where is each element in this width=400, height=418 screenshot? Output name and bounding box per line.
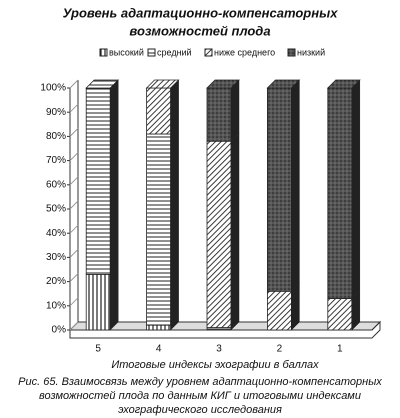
chart-title: возможностей плода xyxy=(129,23,270,38)
legend-label: средний xyxy=(157,47,192,57)
x-axis-label: Итоговые индексы эхографии в баллах xyxy=(111,359,319,371)
x-tick-label: 1 xyxy=(337,344,343,355)
bar-top xyxy=(145,79,180,89)
y-tick-label: 90% xyxy=(46,107,66,118)
bar-top xyxy=(206,79,240,89)
floor-edge xyxy=(69,320,381,339)
grid-line xyxy=(69,224,79,234)
bar-side xyxy=(351,79,361,300)
bar-segment xyxy=(146,87,172,135)
grid-line xyxy=(69,297,79,307)
y-tick-label: 0% xyxy=(52,325,67,336)
bar-segment xyxy=(327,87,353,299)
y-tick-label: 70% xyxy=(46,155,66,166)
grid-line xyxy=(69,273,79,282)
bar-segment xyxy=(327,298,353,331)
legend-swatch xyxy=(204,48,213,57)
y-tick-label: 60% xyxy=(46,179,66,190)
bar-side xyxy=(170,79,179,135)
bar-segment xyxy=(266,87,292,292)
chart-title: Уровень адаптационно-компенсаторных xyxy=(63,5,339,20)
grid-line xyxy=(69,128,79,137)
bar-segment xyxy=(146,133,172,326)
bar-top xyxy=(326,79,361,89)
bar-side xyxy=(109,79,119,275)
bar-side xyxy=(109,265,119,331)
caption: Рис. 65. Взаимосвязь между уровнем адапт… xyxy=(18,376,382,388)
x-tick-label: 2 xyxy=(277,344,283,355)
x-tick-label: 4 xyxy=(156,344,162,355)
bar-side xyxy=(230,132,240,329)
y-tick-label: 40% xyxy=(46,228,66,239)
caption: эхографического исследования xyxy=(118,404,282,416)
legend-label: низкий xyxy=(297,47,325,57)
x-tick-label: 5 xyxy=(95,344,101,355)
y-tick-label: 30% xyxy=(46,252,66,263)
bar-top xyxy=(266,79,301,89)
grid-line xyxy=(69,249,79,258)
bar-segment xyxy=(266,290,292,331)
bar-segment xyxy=(85,273,111,331)
bar-side xyxy=(230,79,240,142)
grid-line xyxy=(69,103,79,113)
x-tick-label: 3 xyxy=(216,344,222,355)
legend-swatch xyxy=(287,48,296,57)
bar-side xyxy=(170,125,179,326)
grid-line xyxy=(69,176,79,186)
bar-segment xyxy=(206,87,232,142)
grid-line xyxy=(69,152,79,161)
bar-side xyxy=(291,79,300,292)
legend-label: ниже среднего xyxy=(214,47,275,57)
y-tick-label: 80% xyxy=(46,131,66,142)
bar-segment xyxy=(206,140,232,328)
y-tick-label: 100% xyxy=(40,83,66,94)
grid-line xyxy=(69,321,79,331)
caption: возможностей плода по данным КИГ и итого… xyxy=(39,390,361,402)
legend-swatch xyxy=(147,48,156,57)
legend-label: высокий xyxy=(109,47,144,57)
bar-segment xyxy=(85,87,111,275)
grid-line xyxy=(69,79,79,89)
y-tick-label: 10% xyxy=(46,300,66,311)
grid-line xyxy=(69,200,79,210)
bar-top xyxy=(85,79,120,89)
legend-swatch xyxy=(99,48,108,57)
y-tick-label: 20% xyxy=(46,276,66,287)
y-tick-label: 50% xyxy=(46,204,66,215)
bar-segment xyxy=(146,324,172,331)
